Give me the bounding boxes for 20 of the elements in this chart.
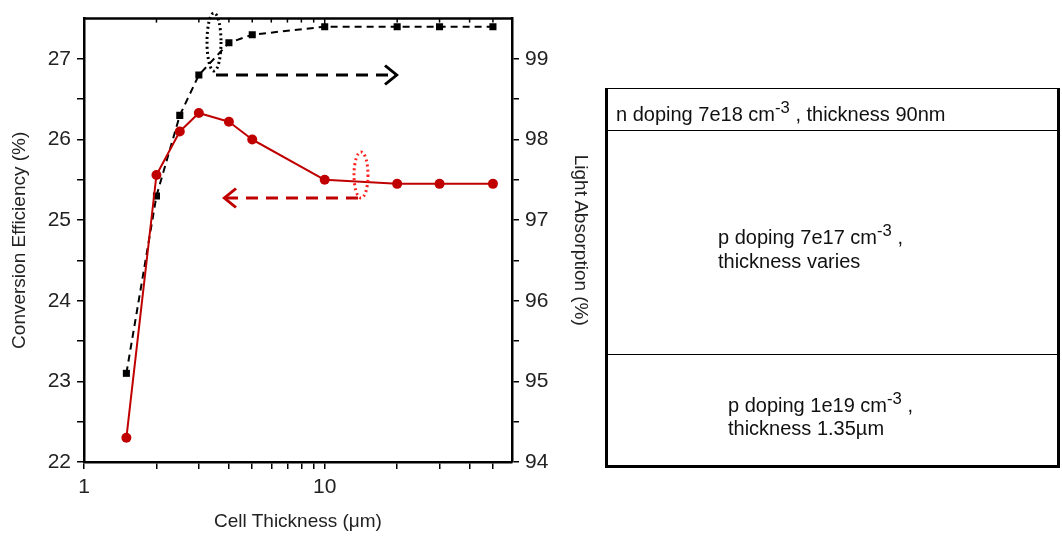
y-axis-title: Conversion Efficiency (%) [7,131,29,349]
text: p doping 1e19 cm$^{-3}$ , thickness 1.35µm [728,387,913,441]
y2-tick-label: 97 [525,206,549,230]
y-tick-label: 22 [47,448,71,472]
y2-tick-label: 96 [525,287,549,311]
y-tick-label: 23 [47,368,71,392]
text: p doping 7e17 cm$^{-3}$ , thickness varies [718,221,903,272]
text: n doping 7e18 cm$^{-3}$ , thickness 90nm [616,97,946,126]
y-tick-label: 27 [47,45,71,69]
y2-tick-label: 99 [525,45,549,69]
y-tick-label: 26 [47,126,71,150]
y2-tick-label: 98 [525,126,549,150]
y2-tick-label: 95 [525,368,549,392]
x-tick-label: 1 [78,474,90,498]
y-tick-label: 24 [47,287,72,311]
x-axis-title: Cell Thickness (μm) [214,509,382,531]
y2-tick-label: 94 [525,448,549,472]
x-tick-label: 10 [313,474,337,498]
y-tick-label: 25 [47,206,71,230]
y2-axis-title: Light Absorption (%) [571,154,593,326]
